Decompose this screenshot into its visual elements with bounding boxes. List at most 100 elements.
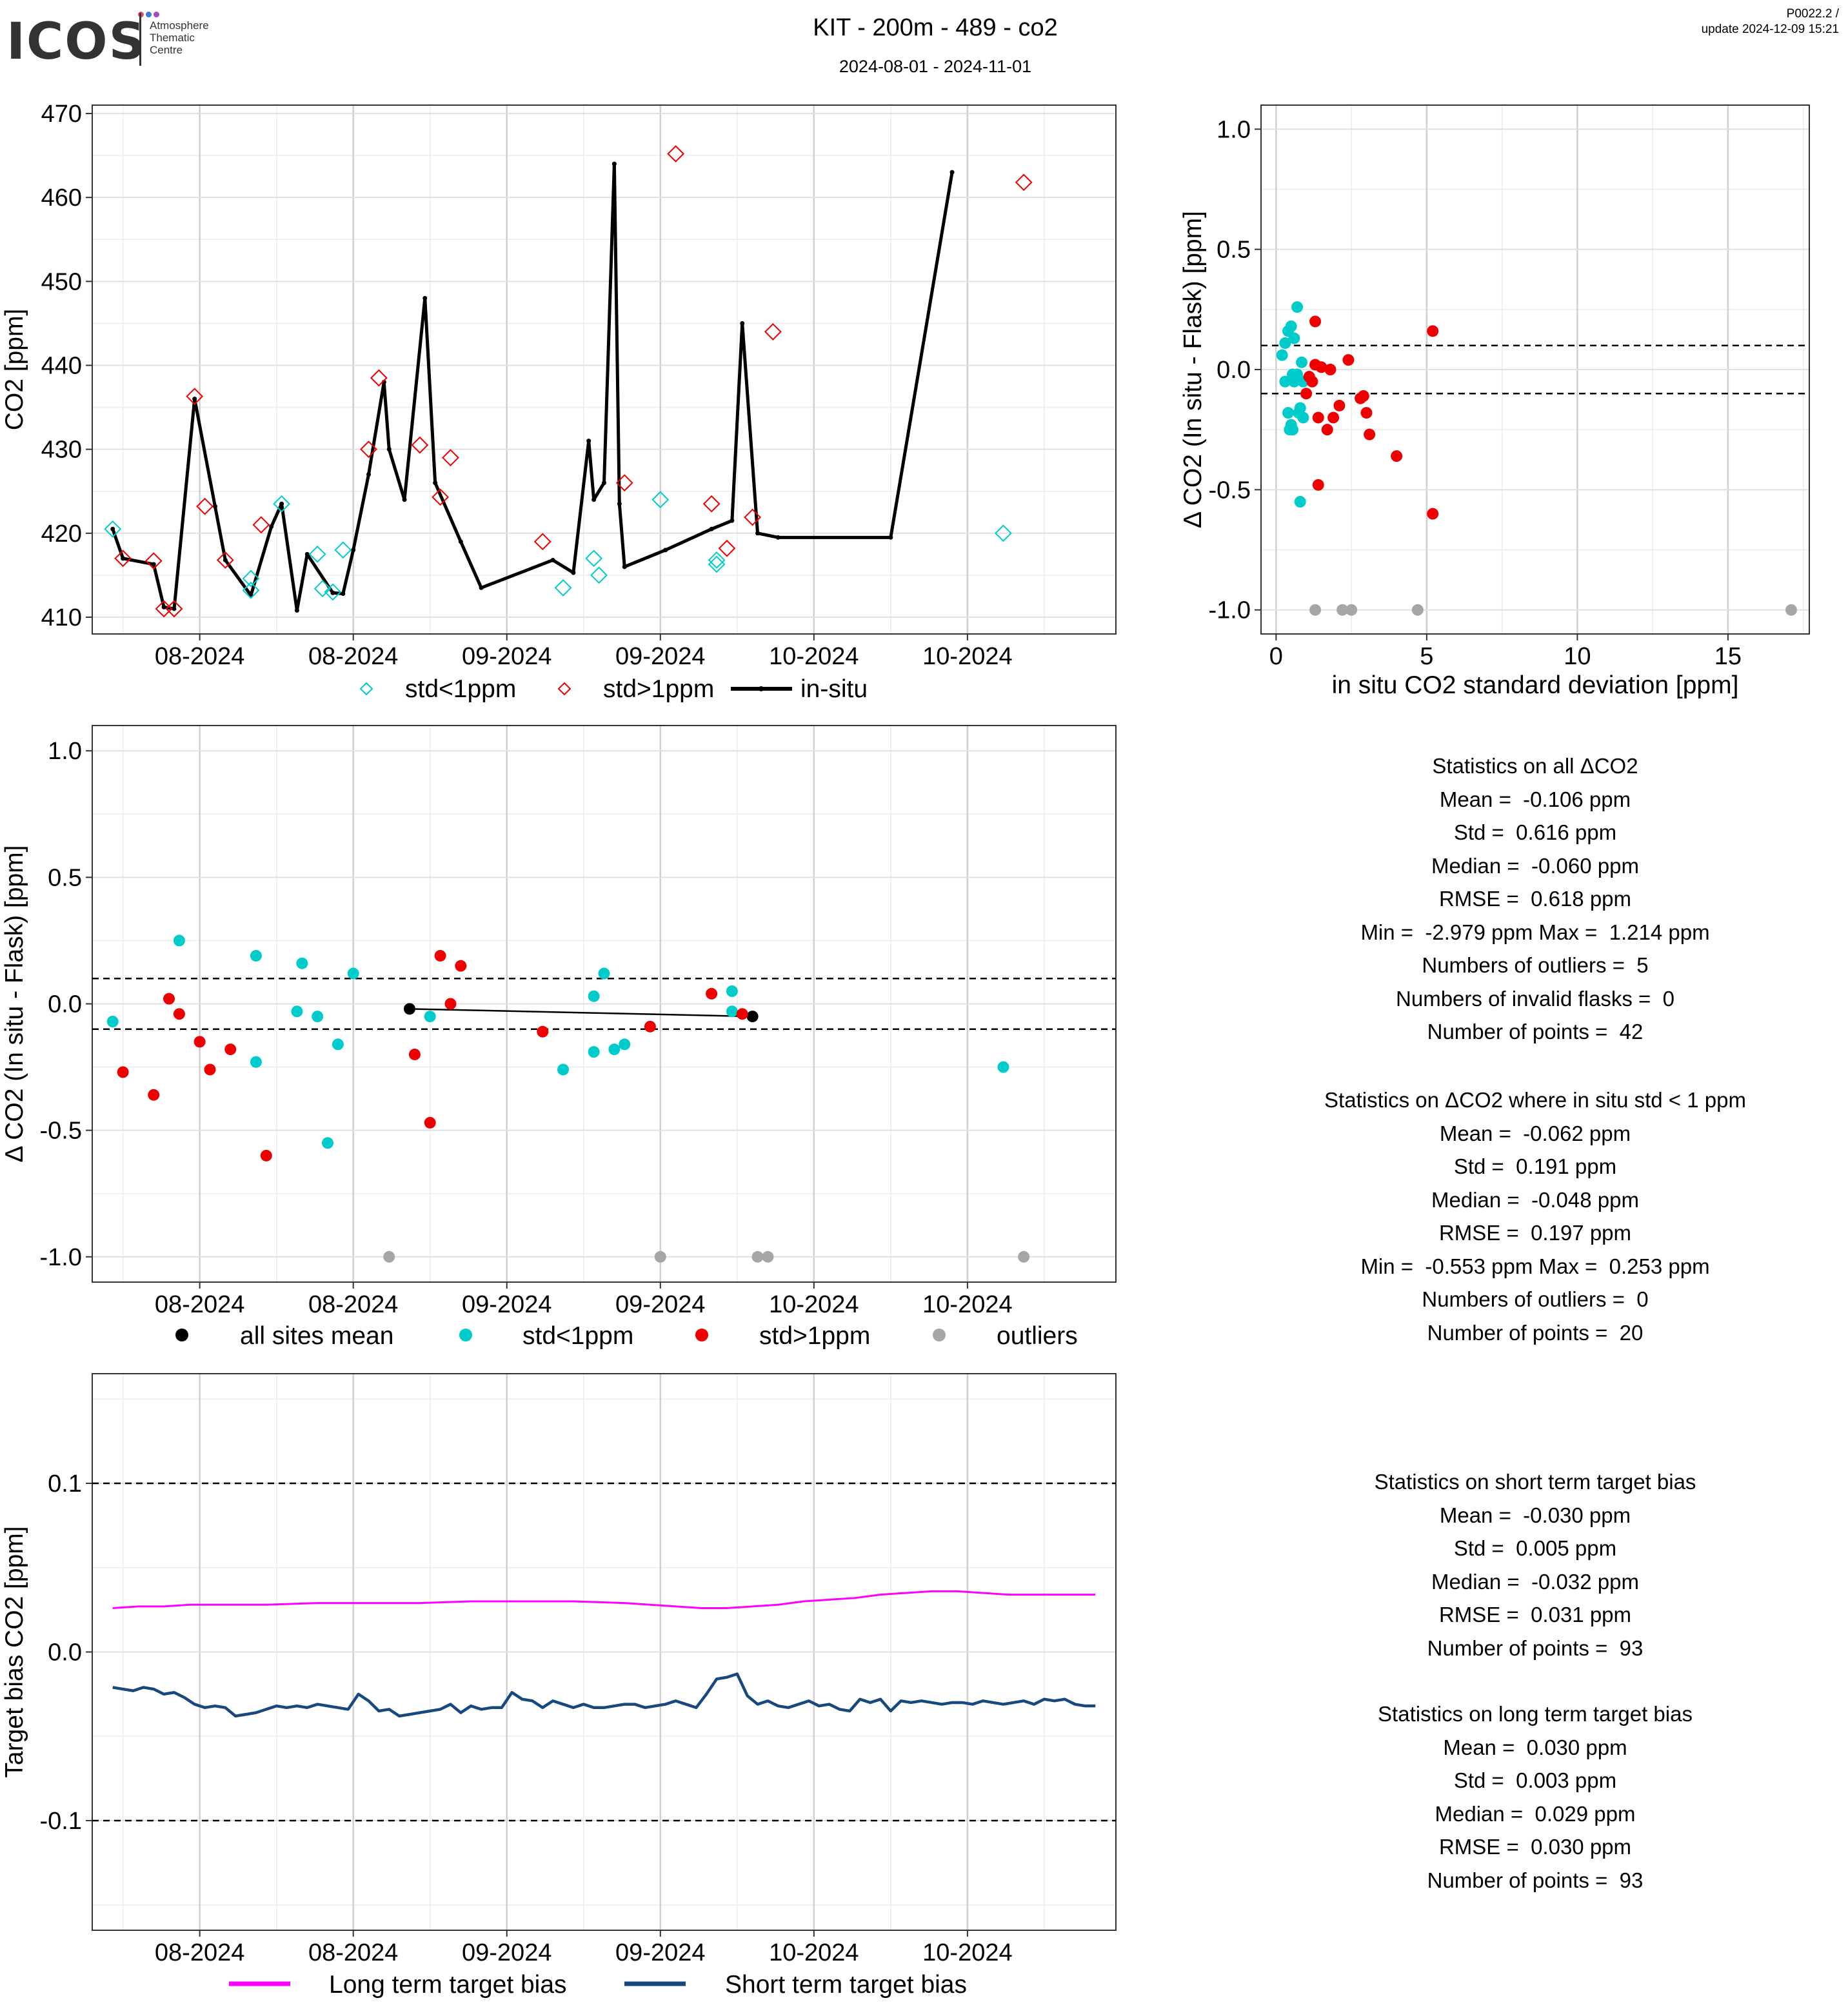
marker-std-above-1ppm [252, 516, 270, 534]
point-std-above-1ppm [1333, 399, 1346, 411]
y-axis-label: Target bias CO2 [ppm] [1, 1526, 28, 1777]
y-tick-label: -0.5 [1209, 477, 1251, 504]
x-tick-label: 15 [1714, 643, 1742, 670]
y-tick-label: 430 [41, 437, 82, 464]
point-std-below-1ppm [608, 1043, 621, 1056]
point-std-below-1ppm [619, 1038, 631, 1051]
in-situ-point [586, 439, 591, 444]
marker-std-below-1ppm [242, 569, 260, 588]
point-std-above-1ppm [260, 1149, 272, 1162]
in-situ-point [617, 501, 622, 506]
icos-logo: ICOS [6, 13, 146, 71]
legend-label-std-above-1ppm: std>1ppm [603, 675, 714, 703]
point-outlier [1336, 604, 1349, 616]
point-std-below-1ppm [347, 967, 359, 980]
x-tick-label: 09-2024 [462, 1291, 551, 1318]
x-tick-label: 0 [1269, 643, 1283, 670]
in-situ-point [755, 531, 760, 536]
in-situ-point [591, 497, 597, 502]
y-tick-label: 0.0 [1217, 357, 1251, 384]
point-std-above-1ppm [434, 949, 446, 962]
marker-std-above-1ppm [1015, 173, 1033, 192]
in-situ-point [740, 321, 745, 326]
marker-std-above-1ppm [533, 533, 551, 551]
in-situ-point [775, 535, 780, 540]
legend-key-in-situ-point [759, 686, 764, 691]
marker-std-above-1ppm [370, 369, 388, 387]
marker-std-below-1ppm [104, 520, 122, 538]
in-situ-point [402, 497, 407, 502]
y-axis-label: Δ CO2 (In situ - Flask) [ppm] [1179, 211, 1207, 528]
stats-std-below-1ppm: Statistics on ΔCO2 where in situ std < 1… [1324, 1088, 1746, 1345]
marker-std-below-1ppm [651, 491, 670, 509]
in-situ-point [422, 295, 428, 301]
x-tick-label: 10 [1564, 643, 1591, 670]
y-tick-label: 0.5 [1217, 237, 1251, 264]
x-tick-label: 08-2024 [155, 1291, 244, 1318]
in-situ-point [709, 526, 714, 531]
in-situ-point [172, 606, 177, 611]
point-std-above-1ppm [1321, 424, 1333, 436]
in-situ-point [121, 556, 126, 561]
point-outlier [1785, 604, 1797, 616]
legend-label-short-term-bias: Short term target bias [725, 1971, 967, 1999]
y-tick-label: 1.0 [48, 738, 82, 765]
point-std-below-1ppm [1294, 496, 1306, 508]
point-outlier [1309, 604, 1322, 616]
legend-label-std-below-1ppm: std<1ppm [405, 675, 516, 703]
y-tick-label: -1.0 [1209, 597, 1251, 624]
point-std-below-1ppm [173, 934, 185, 947]
marker-std-above-1ppm [615, 474, 633, 492]
point-outlier [1411, 604, 1424, 616]
point-std-above-1ppm [736, 1008, 748, 1020]
point-std-below-1ppm [332, 1038, 344, 1051]
in-situ-point [366, 472, 371, 477]
y-tick-label: 0.0 [48, 991, 82, 1018]
marker-std-above-1ppm [165, 600, 183, 618]
point-std-below-1ppm [291, 1005, 303, 1018]
y-tick-label: 470 [41, 101, 82, 128]
marker-std-above-1ppm [718, 539, 736, 557]
marker-std-below-1ppm [708, 555, 726, 573]
legend-label-in-situ: in-situ [800, 675, 868, 703]
marker-std-below-1ppm [554, 578, 572, 597]
legend-label-all-sites-mean: all sites mean [240, 1322, 393, 1350]
point-std-above-1ppm [117, 1066, 129, 1078]
point-std-above-1ppm [1391, 450, 1403, 462]
marker-std-above-1ppm [432, 488, 449, 506]
point-std-below-1ppm [588, 990, 600, 1002]
marker-std-above-1ppm [186, 388, 204, 406]
x-tick-label: 10-2024 [769, 1939, 859, 1966]
y-tick-label: 0.0 [48, 1639, 82, 1666]
point-std-above-1ppm [1312, 411, 1324, 424]
x-tick-label: 10-2024 [922, 1291, 1012, 1318]
x-tick-label: 09-2024 [615, 643, 705, 670]
in-situ-point [622, 564, 627, 569]
x-tick-label: 08-2024 [155, 1939, 244, 1966]
marker-std-above-1ppm [702, 495, 720, 513]
point-std-below-1ppm [1294, 402, 1306, 414]
y-tick-label: 460 [41, 184, 82, 212]
legend-label-std-below-1ppm: std<1ppm [522, 1322, 633, 1350]
in-situ-point [161, 604, 166, 609]
point-std-above-1ppm [644, 1020, 656, 1033]
in-situ-point [611, 161, 617, 166]
legend-key-outliers [933, 1329, 946, 1341]
y-tick-label: -0.5 [40, 1118, 82, 1145]
marker-std-below-1ppm [273, 495, 291, 513]
legend-key-std-above-1ppm [695, 1329, 708, 1341]
marker-std-below-1ppm [585, 549, 603, 568]
y-tick-label: 410 [41, 604, 82, 631]
y-tick-label: 0.1 [48, 1470, 82, 1498]
point-std-below-1ppm [1291, 301, 1304, 313]
point-std-above-1ppm [1357, 390, 1369, 402]
point-std-below-1ppm [322, 1137, 334, 1149]
in-situ-point [279, 501, 284, 506]
point-std-below-1ppm [1288, 332, 1300, 344]
y-tick-label: 450 [41, 268, 82, 295]
point-std-above-1ppm [173, 1008, 185, 1020]
in-situ-point [888, 535, 893, 540]
marker-std-above-1ppm [144, 552, 163, 570]
legend-label-long-term-bias: Long term target bias [329, 1971, 567, 1999]
